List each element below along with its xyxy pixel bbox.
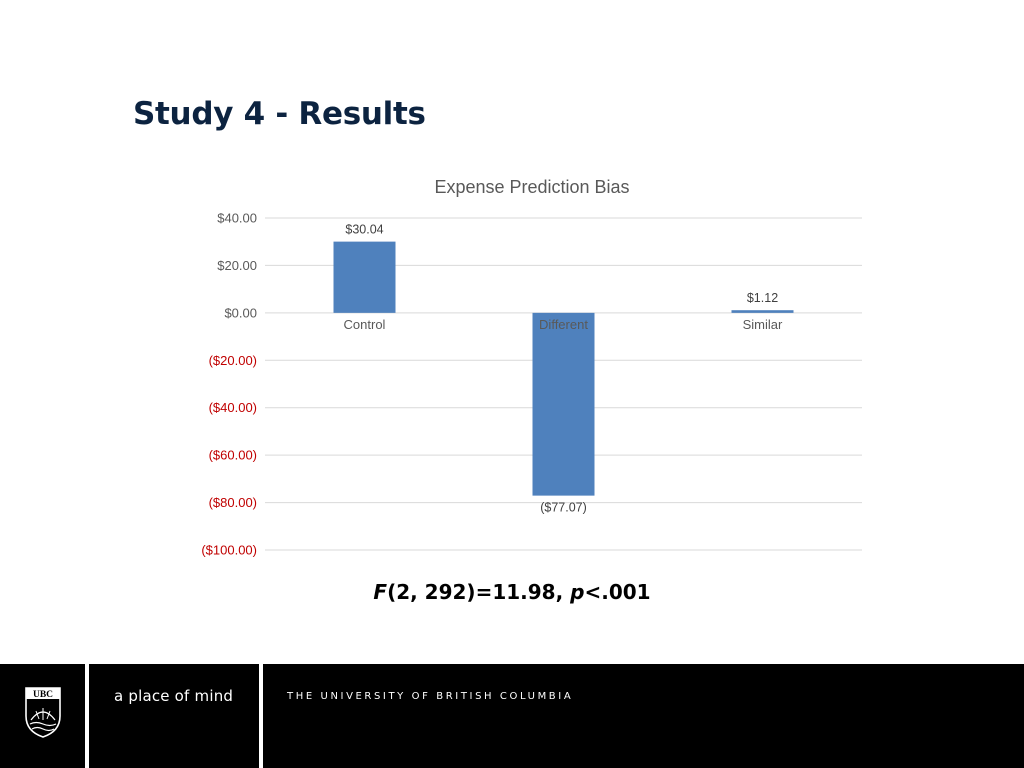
data-label: ($77.07) [540,501,587,515]
slide-title: Study 4 - Results [133,96,426,132]
bar-chart: Expense Prediction Bias $40.00 $20.00 $0.0… [201,177,862,558]
f-symbol: F [373,580,388,604]
tagline: a place of mind [114,687,234,705]
footer-divider [85,664,89,768]
p-value: <.001 [584,580,651,604]
statistics-line: F(2, 292)=11.98, p<.001 [0,580,1024,604]
data-label: $30.04 [345,223,383,237]
bar [532,312,595,496]
footer: UBC a place of mind THE UNIVERSITY OF BR… [0,664,1024,768]
y-tick-label: ($60.00) [209,448,257,463]
y-tick-label: ($100.00) [201,543,257,558]
ubc-crest-logo: UBC [25,687,61,738]
y-tick-label: ($20.00) [209,353,257,368]
bar [731,310,794,313]
logo-text: UBC [33,690,53,700]
category-label: Similar [743,317,783,332]
y-tick-label: $20.00 [217,258,257,273]
y-tick-label: ($40.00) [209,400,257,415]
y-tick-label: ($80.00) [209,495,257,510]
university-name: THE UNIVERSITY OF BRITISH COLUMBIA [287,691,574,702]
y-tick-label: $0.00 [224,305,257,320]
chart-title: Expense Prediction Bias [434,177,629,197]
data-label: $1.12 [747,291,778,305]
y-tick-label: $40.00 [217,211,257,226]
p-symbol: p [570,580,585,604]
footer-divider [259,664,263,768]
f-args: (2, 292)=11.98, [387,580,571,604]
bars [333,241,794,496]
labels: $40.00 $20.00 $0.00 ($20.00) ($40.00) ($60.00… [201,211,783,558]
bar [333,241,396,313]
category-label: Different [539,317,588,332]
category-label: Control [344,317,386,332]
